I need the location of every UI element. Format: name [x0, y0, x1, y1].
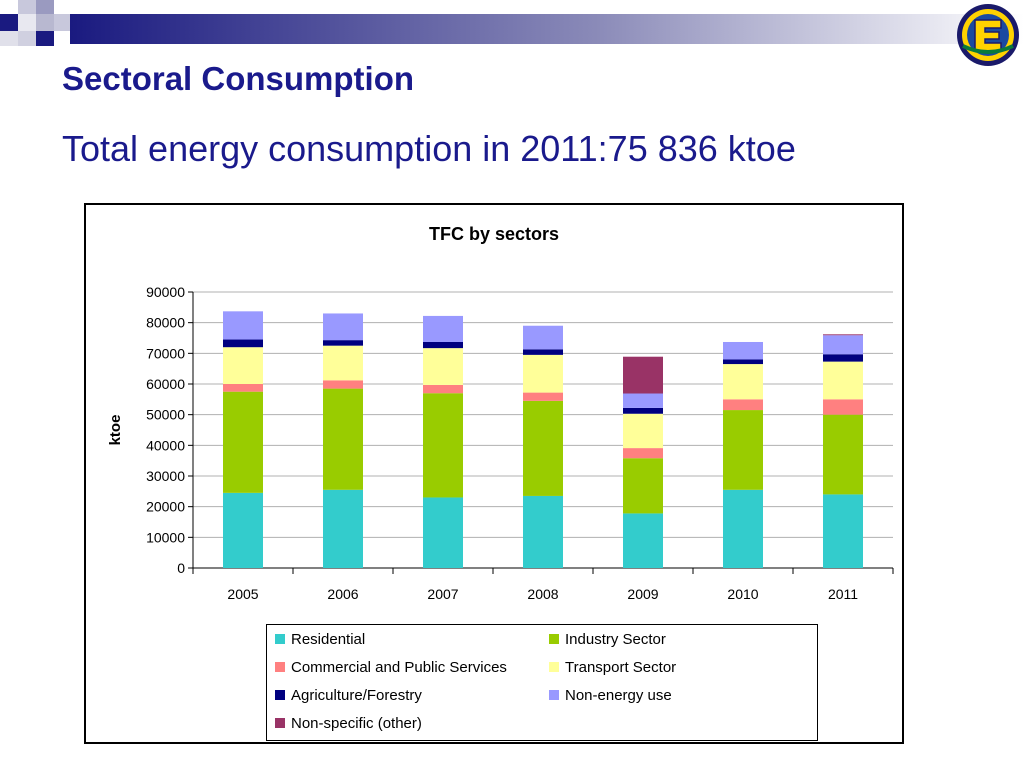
header-decoration-bar [0, 0, 1024, 46]
y-tick-label: 60000 [146, 376, 185, 392]
bar-segment [623, 413, 663, 449]
bar-segment [323, 380, 363, 389]
bar-segment [523, 400, 563, 496]
bar-segment [623, 458, 663, 514]
legend-swatch [549, 662, 559, 672]
bar-segment [823, 361, 863, 400]
bar-segment [823, 494, 863, 568]
x-tick-label: 2009 [627, 586, 658, 602]
bar-segment [523, 392, 563, 401]
legend-item: Industry Sector [549, 631, 666, 648]
legend-label: Non-energy use [565, 687, 672, 704]
legend-label: Agriculture/Forestry [291, 687, 422, 704]
y-tick-label: 50000 [146, 407, 185, 423]
bar-segment [223, 492, 263, 568]
bar-segment [723, 410, 763, 490]
legend-item: Non-specific (other) [275, 715, 422, 732]
y-tick-label: 0 [177, 560, 185, 576]
bar-segment [823, 414, 863, 495]
bar-segment [623, 356, 663, 394]
x-tick-label: 2005 [227, 586, 258, 602]
bar-segment [423, 384, 463, 394]
x-tick-label: 2006 [327, 586, 358, 602]
bar-segment [523, 325, 563, 350]
x-tick-label: 2007 [427, 586, 458, 602]
bar-segment [823, 354, 863, 362]
legend-item: Non-energy use [549, 687, 672, 704]
legend-swatch [275, 634, 285, 644]
slide-subtitle: Total energy consumption in 2011:75 836 … [62, 128, 796, 169]
legend-label: Industry Sector [565, 631, 666, 648]
y-tick-label: 40000 [146, 437, 185, 453]
x-tick-label: 2008 [527, 586, 558, 602]
bar-segment [323, 345, 363, 381]
y-tick-label: 80000 [146, 315, 185, 331]
bar-segment [223, 391, 263, 493]
bar-segment [323, 388, 363, 490]
bar-segment [223, 311, 263, 340]
bar-segment [323, 489, 363, 568]
legend-label: Non-specific (other) [291, 715, 422, 732]
bar-segment [623, 513, 663, 568]
legend-swatch [275, 718, 285, 728]
x-tick-label: 2010 [727, 586, 758, 602]
legend-item: Transport Sector [549, 659, 676, 676]
bar-segment [523, 349, 563, 355]
bar-segment [823, 335, 863, 355]
legend-label: Commercial and Public Services [291, 659, 507, 676]
bar-segment [623, 407, 663, 414]
chart-legend: Residential Industry Sector Commercial and… [266, 624, 818, 741]
bar-segment [423, 341, 463, 349]
bar-segment [223, 347, 263, 384]
slide-title: Sectoral Consumption [62, 60, 415, 97]
bar-segment [223, 384, 263, 392]
bar-segment [423, 393, 463, 498]
bar-segment [423, 497, 463, 568]
legend-item: Agriculture/Forestry [275, 687, 422, 704]
y-axis-label: ktoe [107, 415, 124, 446]
bar-segment [723, 359, 763, 365]
bar-segment [223, 339, 263, 348]
bar-segment [723, 364, 763, 400]
legend-item: Commercial and Public Services [275, 659, 507, 676]
bar-segment [823, 334, 863, 336]
bar-segment [723, 489, 763, 568]
y-tick-label: 30000 [146, 468, 185, 484]
y-tick-label: 90000 [146, 284, 185, 300]
y-tick-label: 20000 [146, 499, 185, 515]
legend-swatch [275, 690, 285, 700]
chart-title: TFC by sectors [429, 224, 559, 244]
bar-segment [623, 448, 663, 459]
bar-segment [423, 315, 463, 342]
legend-swatch [549, 690, 559, 700]
bar-segment [423, 348, 463, 385]
legend-item: Residential [275, 631, 365, 648]
company-logo [957, 4, 1019, 66]
legend-label: Transport Sector [565, 659, 677, 676]
bar-segment [523, 354, 563, 393]
y-tick-label: 10000 [146, 529, 185, 545]
bar-segment [723, 341, 763, 360]
bar-segment [623, 393, 663, 408]
legend-swatch [549, 634, 559, 644]
bar-segment [523, 495, 563, 568]
bar-segment [323, 340, 363, 346]
legend-swatch [275, 662, 285, 672]
bar-segment [823, 399, 863, 415]
bar-segment [723, 399, 763, 411]
bar-segment [323, 313, 363, 341]
y-tick-label: 70000 [146, 345, 185, 361]
legend-label: Residential [291, 631, 366, 648]
x-tick-label: 2011 [828, 586, 858, 602]
